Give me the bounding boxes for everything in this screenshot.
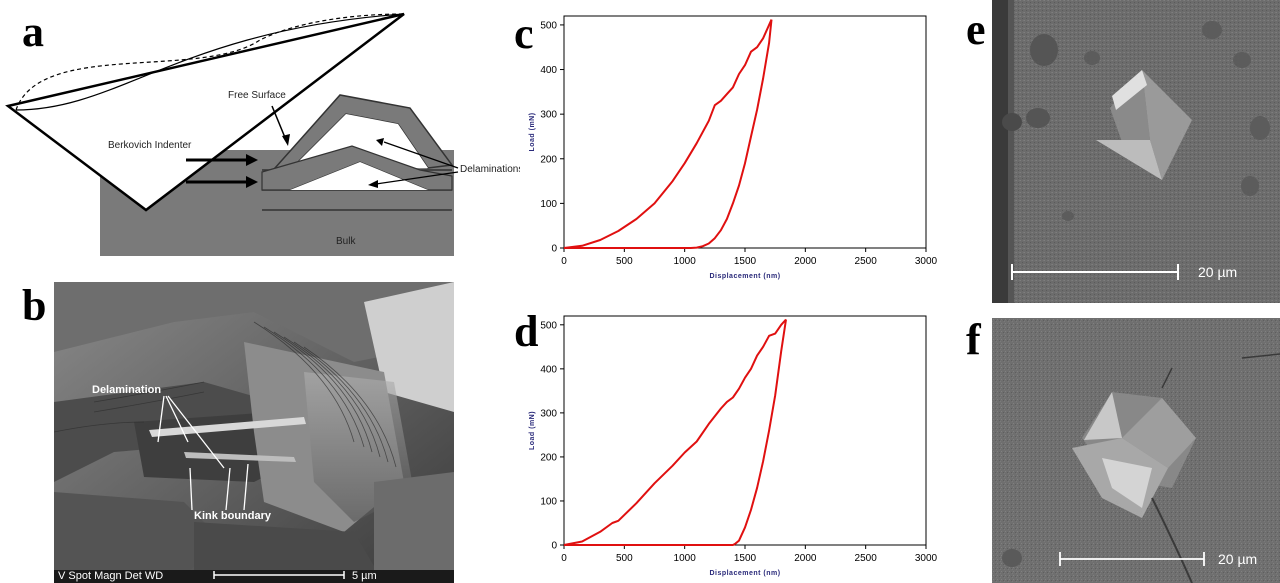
y-tick-label: 500 (540, 320, 557, 331)
sem-footer-scale: 5 µm (352, 570, 377, 582)
x-tick-label: 2000 (794, 256, 817, 267)
x-tick-label: 0 (561, 553, 567, 564)
delamination-arrowhead (368, 180, 378, 188)
sem-texture (54, 282, 454, 583)
panel-letter-a: a (22, 7, 44, 56)
delamination-cavity-lower (290, 162, 428, 190)
chart-d: 0 500 1000 1500 2000 2500 3000 0 100 200 300 400 500… (529, 315, 938, 577)
unloading-curve (564, 319, 787, 546)
plot-frame (563, 315, 927, 546)
label-free-surface: Free Surface (228, 90, 286, 101)
buckled-layer-lower (261, 145, 453, 191)
y-tick-label: 200 (540, 154, 557, 165)
x-tick-label: 500 (616, 256, 633, 267)
x-tick-label: 2500 (855, 553, 878, 564)
x-tick-label: 0 (561, 256, 567, 267)
scale-label-f: 20 µm (1218, 551, 1258, 567)
x-tick-label: 1500 (734, 553, 757, 564)
delamination-pointer (375, 171, 459, 185)
panel-letter-c: c (514, 9, 534, 58)
y-tick-label: 100 (540, 199, 557, 210)
loading-curve (563, 19, 773, 249)
delamination-arrowhead (376, 138, 384, 146)
y-tick-label: 100 (540, 496, 557, 507)
loading-curve (563, 318, 787, 546)
x-tick-label: 1500 (734, 256, 757, 267)
y-tick-label: 300 (540, 110, 557, 121)
sem-footer-info: V Spot Magn Det WD (58, 570, 164, 582)
free-surface-pointer (271, 105, 287, 141)
y-tick-label: 200 (540, 452, 557, 463)
x-tick-label: 1000 (674, 256, 697, 267)
y-axis-label: Load (mN) (529, 112, 536, 151)
force-arrowhead (246, 176, 258, 188)
indenter-dashed-curve (15, 13, 405, 111)
label-bulk: Bulk (336, 236, 356, 247)
panel-letter-d: d (514, 307, 539, 356)
x-tick-label: 2000 (794, 553, 817, 564)
x-tick-label: 1000 (674, 553, 697, 564)
x-tick-label: 3000 (915, 553, 938, 564)
y-tick-label: 300 (540, 408, 557, 419)
panel-letter-f: f (966, 315, 981, 364)
label-indenter: Berkovich Indenter (108, 140, 192, 151)
unloading-curve (564, 19, 773, 249)
sem-texture (992, 0, 1280, 303)
delamination-pointer (383, 141, 459, 169)
label-delaminations: Delaminations (460, 164, 520, 175)
sem-image-e: 20 µm (992, 0, 1280, 303)
free-surface-arrowhead (282, 134, 290, 146)
sem-image-b: Delamination Kink boundary V Spot Magn D… (54, 282, 454, 583)
panel-letter-b: b (22, 281, 47, 330)
x-axis-label: Displacement (nm) (709, 273, 780, 280)
indenter-outline-curve (15, 13, 405, 111)
x-tick-label: 500 (616, 553, 633, 564)
x-tick-label: 3000 (915, 256, 938, 267)
y-tick-label: 400 (540, 65, 557, 76)
y-axis-label: Load (mN) (529, 411, 536, 450)
x-axis-label: Displacement (nm) (709, 570, 780, 577)
sem-image-f: 20 µm (992, 318, 1280, 583)
scale-label-e: 20 µm (1198, 264, 1238, 280)
label-kink-boundary: Kink boundary (194, 510, 272, 522)
panel-letter-e: e (966, 5, 986, 54)
x-tick-label: 2500 (855, 256, 878, 267)
sem-texture (992, 318, 1280, 583)
y-tick-label: 0 (551, 541, 557, 552)
y-tick-label: 0 (551, 244, 557, 255)
chart-c: 0 500 1000 1500 2000 2500 3000 0 100 200 300 400 500… (529, 15, 938, 280)
force-arrowhead (246, 154, 258, 166)
plot-frame (563, 15, 927, 249)
y-tick-label: 500 (540, 20, 557, 31)
label-delamination: Delamination (92, 384, 162, 396)
y-tick-label: 400 (540, 364, 557, 375)
schematic-diagram: Berkovich Indenter Free Surface Delamina… (5, 12, 520, 256)
